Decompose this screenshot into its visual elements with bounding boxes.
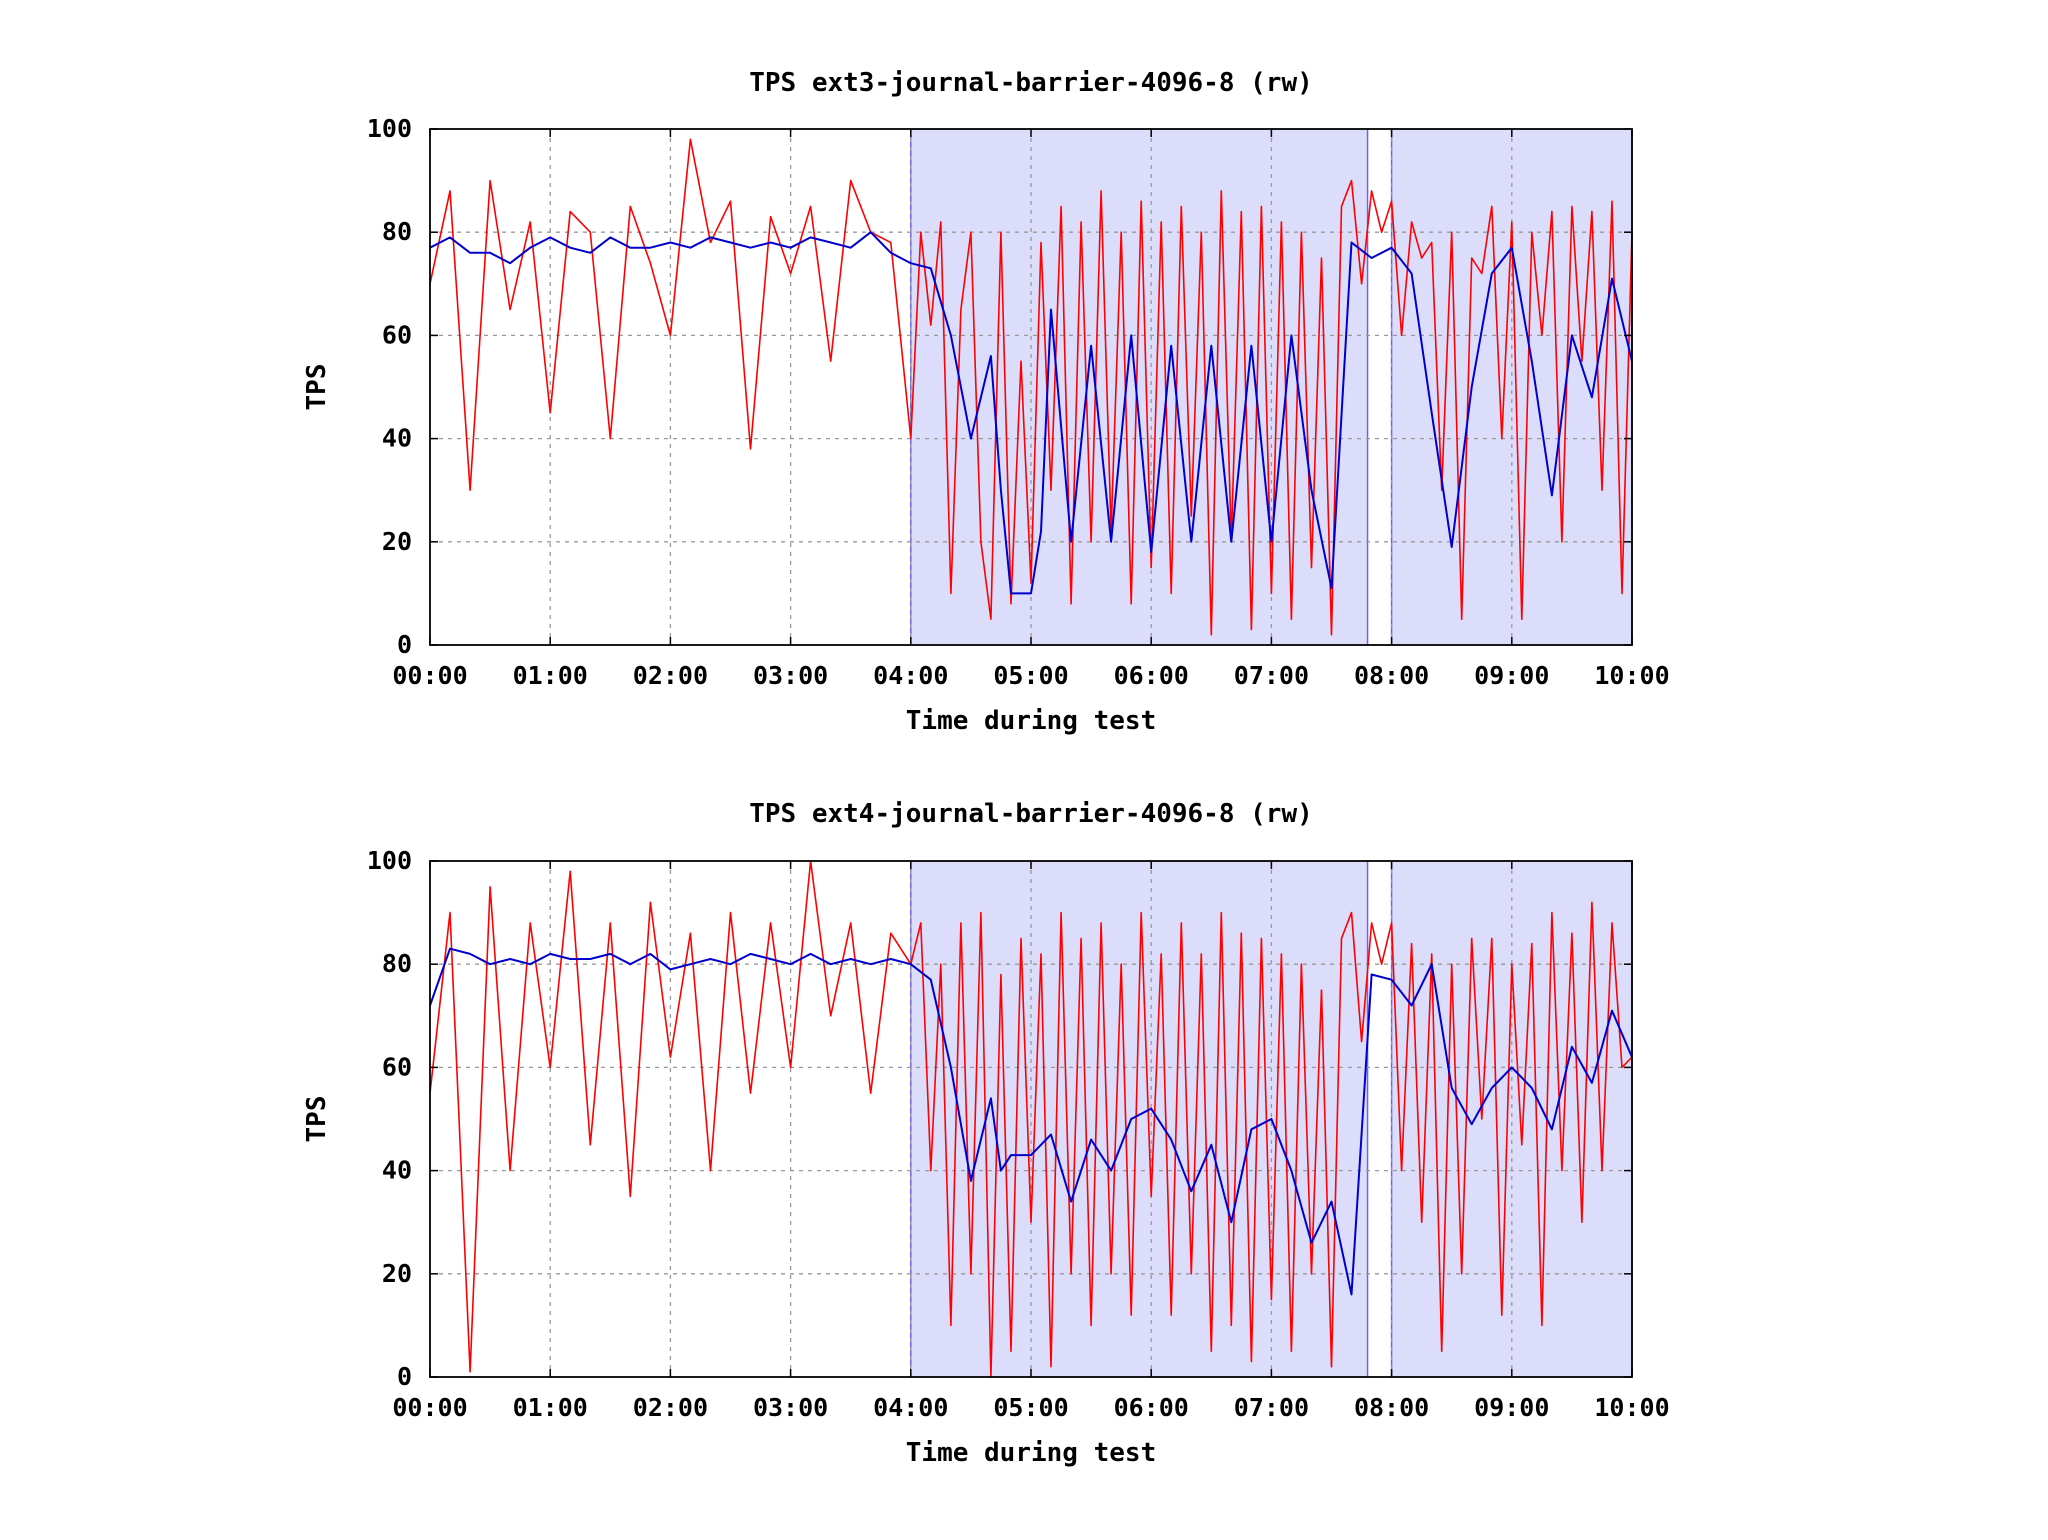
x-tick-label: 09:00: [1474, 1393, 1549, 1422]
x-tick-label: 06:00: [1114, 1393, 1189, 1422]
chart-panel-1: 00:00 01:00 02:00 03:00 04:00 05:00 06:00 07:00…: [302, 68, 1670, 736]
x-tick-label: 03:00: [753, 661, 828, 690]
chart-title: TPS ext4-journal-barrier-4096-8 (rw): [749, 799, 1313, 829]
x-axis-label: Time during test: [906, 706, 1156, 736]
x-tick-label: 00:00: [392, 1393, 467, 1422]
x-tick-label: 10:00: [1594, 661, 1669, 690]
x-tick-label: 08:00: [1354, 1393, 1429, 1422]
x-tick-label: 06:00: [1114, 661, 1189, 690]
x-tick-label: 07:00: [1234, 661, 1309, 690]
chart-panel-2: 00:00 01:00 02:00 03:00 04:00 05:00 06:00 07:00…: [302, 799, 1670, 1468]
x-tick-label: 08:00: [1354, 661, 1429, 690]
y-tick-label: 80: [382, 949, 412, 978]
series-line-smoothed: [429, 947, 1633, 1296]
chart-title: TPS ext3-journal-barrier-4096-8 (rw): [749, 68, 1313, 98]
x-tick-label: 01:00: [513, 661, 588, 690]
shaded-interval-1: [910, 129, 1368, 645]
series-line-smoothed: [429, 231, 1633, 595]
y-axis-label: TPS: [302, 364, 332, 411]
y-tick-label: 60: [382, 320, 412, 349]
y-tick-label: 0: [397, 1362, 412, 1391]
y-tick-label: 40: [382, 1156, 412, 1185]
y-tick-label: 100: [367, 846, 412, 875]
x-tick-label: 09:00: [1474, 661, 1549, 690]
x-tick-label: 02:00: [633, 1393, 708, 1422]
x-tick-label: 04:00: [873, 1393, 948, 1422]
y-tick-label: 0: [397, 630, 412, 659]
y-tick-label: 60: [382, 1052, 412, 1081]
x-tick-label: 10:00: [1594, 1393, 1669, 1422]
x-tick-label: 03:00: [753, 1393, 828, 1422]
x-tick-label: 05:00: [993, 661, 1068, 690]
y-axis-label: TPS: [302, 1096, 332, 1143]
y-tick-label: 20: [382, 1259, 412, 1288]
x-axis-label: Time during test: [906, 1438, 1156, 1468]
y-tick-label: 80: [382, 217, 412, 246]
x-tick-label: 04:00: [873, 661, 948, 690]
y-tick-label: 100: [367, 114, 412, 143]
shaded-interval-2: [1391, 861, 1632, 1377]
x-tick-label: 01:00: [513, 1393, 588, 1422]
x-tick-label: 05:00: [993, 1393, 1068, 1422]
y-tick-label: 40: [382, 424, 412, 453]
y-tick-label: 20: [382, 527, 412, 556]
series-line-raw: [429, 138, 1633, 636]
x-tick-label: 02:00: [633, 661, 708, 690]
shaded-interval-1: [910, 861, 1368, 1377]
x-tick-label: 00:00: [392, 661, 467, 690]
series-line-raw: [429, 860, 1633, 1378]
x-tick-label: 07:00: [1234, 1393, 1309, 1422]
